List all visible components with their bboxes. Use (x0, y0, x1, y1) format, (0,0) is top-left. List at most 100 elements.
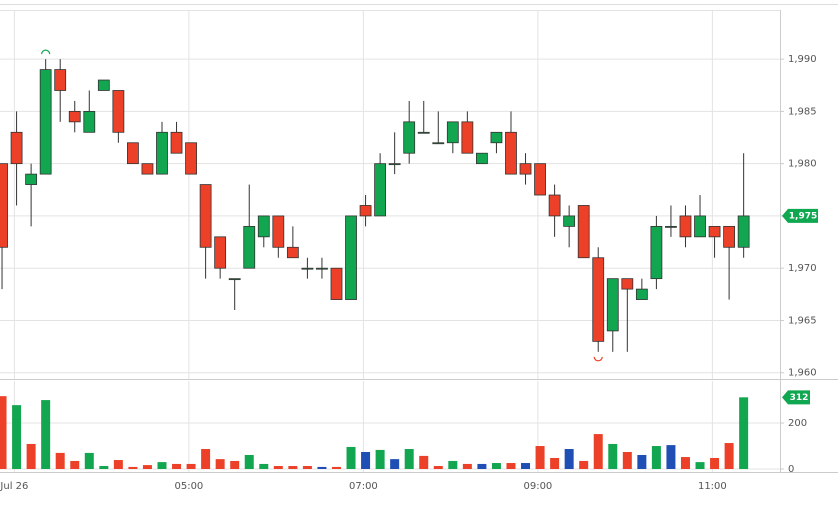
volume-bar (331, 466, 341, 469)
candle-body (257, 215, 270, 238)
volume-bar (462, 463, 472, 469)
candle-body (10, 131, 23, 165)
volume-bar (142, 465, 152, 469)
candle-body (432, 142, 445, 145)
candle-body (403, 121, 416, 154)
candle-body (112, 90, 125, 133)
volume-bar (433, 466, 443, 469)
x-tick-label: 09:00 (523, 481, 552, 492)
volume-bar (506, 463, 516, 469)
volume-bar (288, 466, 298, 469)
candle-body (97, 79, 110, 91)
volume-bar (521, 463, 531, 469)
candle-body (54, 69, 67, 91)
volume-bar (404, 449, 414, 469)
volume-bar (201, 449, 211, 469)
last-volume-tag (782, 390, 810, 405)
candle-body (476, 152, 488, 165)
candle-body (679, 215, 692, 238)
candle-body (665, 225, 677, 228)
candle-body (694, 215, 706, 238)
candle-body (199, 184, 212, 248)
volume-bar (419, 455, 429, 469)
candle-body (286, 246, 299, 259)
last-volume-label: 312 (790, 393, 809, 403)
candle-body (243, 225, 256, 269)
candle-body (592, 257, 605, 342)
candle-body (563, 215, 576, 227)
candle-body (272, 215, 285, 248)
candle-body (214, 236, 227, 269)
candle-body (621, 278, 634, 290)
volume-bar (579, 460, 589, 469)
volume-bar (346, 446, 356, 469)
x-tick-label: Jul 26 (0, 481, 28, 492)
volume-bar (302, 466, 312, 469)
candle-body (39, 69, 52, 175)
volume-bar (0, 396, 7, 469)
y-tick-label: 1,985 (788, 106, 817, 117)
candle-body (0, 163, 8, 248)
volume-bar (244, 454, 254, 469)
candle-body (519, 163, 532, 175)
volume-bar (375, 449, 385, 469)
candle-body (127, 142, 139, 165)
volume-bar (41, 400, 51, 469)
volume-bar (593, 434, 603, 469)
high-marker (41, 49, 51, 55)
volume-bar (84, 452, 94, 469)
y-tick-label: 200 (788, 418, 807, 429)
candle-body (650, 225, 663, 280)
y-tick-label: 1,960 (788, 368, 817, 379)
volume-bar (113, 460, 123, 469)
candle-body (548, 194, 561, 217)
volume-bar (695, 462, 705, 469)
volume-bar (12, 405, 22, 469)
candle-body (301, 267, 314, 270)
candle-body (635, 288, 648, 300)
volume-bar (99, 466, 109, 469)
volume-bar (128, 466, 138, 469)
volume-bar (710, 457, 720, 469)
candle-body (708, 225, 721, 238)
last-price-tag (782, 208, 818, 223)
volume-bar (26, 443, 36, 469)
candle-body (490, 131, 503, 144)
candle-body (25, 173, 38, 185)
x-tick-label: 11:00 (698, 481, 727, 492)
y-tick-label: 0 (788, 464, 794, 475)
candle-body (446, 121, 459, 144)
volume-bar (273, 466, 283, 469)
candle-body (374, 163, 387, 217)
y-tick-label: 1,980 (788, 159, 817, 170)
candle-body (359, 205, 372, 217)
candle-body (388, 163, 401, 166)
candle-body (606, 278, 619, 332)
volume-bar (724, 443, 734, 469)
volume-bar (172, 463, 182, 469)
volume-bar (55, 452, 65, 469)
candle-body (141, 163, 154, 175)
volume-bar (637, 454, 647, 469)
candle-body (68, 110, 81, 123)
volume-bar (157, 462, 167, 469)
volume-bar (477, 463, 487, 469)
x-tick-label: 07:00 (349, 481, 378, 492)
candle-body (330, 267, 343, 300)
candle-body (185, 142, 197, 175)
volume-bar (564, 449, 574, 469)
candle-body (505, 131, 517, 175)
candle-body (461, 121, 474, 154)
volume-bar (259, 463, 269, 469)
volume-bar (491, 463, 501, 469)
candle-body (345, 215, 357, 300)
x-tick-label: 05:00 (174, 481, 203, 492)
candle-body (723, 225, 736, 248)
candle-body (577, 205, 590, 259)
volume-bar (448, 460, 458, 469)
volume-bar (666, 445, 676, 469)
low-marker (593, 356, 603, 362)
candle-body (170, 131, 183, 154)
volume-bar (186, 463, 196, 469)
volume-bar (622, 451, 632, 469)
